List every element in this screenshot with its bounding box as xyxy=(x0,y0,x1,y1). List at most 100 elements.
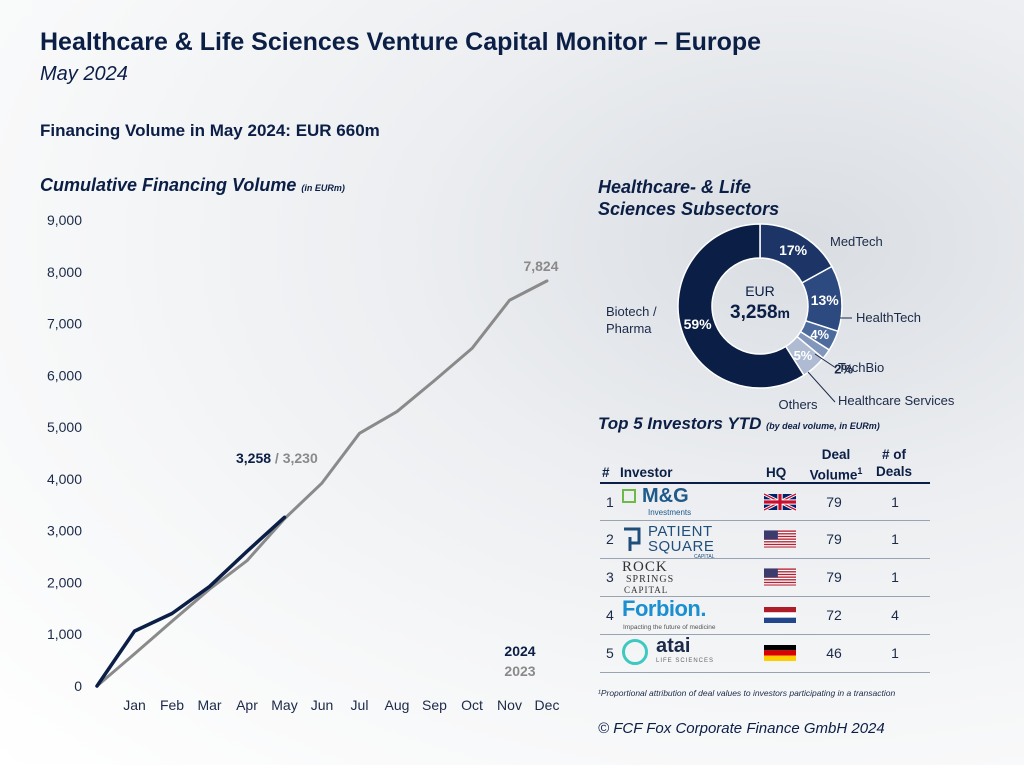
donut-category-label: TechBio xyxy=(838,360,884,375)
x-tick-label: Nov xyxy=(497,697,522,713)
col-header-rank: # xyxy=(602,465,610,480)
germany-flag-icon xyxy=(764,645,796,661)
mg-investments-logo: M&G Investments xyxy=(622,485,742,519)
cumulative-line-chart: 0 1,000 2,000 3,000 4,000 5,000 6,000 7,000 8,00… xyxy=(47,212,560,713)
x-tick-label: Sep xyxy=(422,697,447,713)
deal-count: 1 xyxy=(891,645,899,661)
subsector-donut-chart: 17% 13% 4% 2% 5% 59% MedTech HealthTech TechBio H… xyxy=(606,223,955,412)
uk-flag-icon xyxy=(764,492,796,512)
may-2024-label: 3,258 xyxy=(236,450,271,466)
may-separator: / xyxy=(271,450,283,466)
deal-count: 4 xyxy=(891,607,899,623)
table-row: 3 ROCK SPRINGS CAPITAL 79 1 xyxy=(600,558,930,597)
svg-text:3,258m: 3,258m xyxy=(730,302,790,323)
table-bottom-rule xyxy=(600,672,930,673)
x-tick-label: Jul xyxy=(351,697,369,713)
deal-count: 1 xyxy=(891,531,899,547)
y-tick-label: 1,000 xyxy=(47,626,82,642)
y-tick-label: 9,000 xyxy=(47,212,82,228)
donut-pct-label: 2% xyxy=(834,361,853,376)
donut-pct-label: 13% xyxy=(811,292,840,308)
subsector-chart-heading: Healthcare- & Life Sciences Subsectors xyxy=(598,176,779,220)
table-row: 4 Forbion. Impacting the future of medic… xyxy=(600,596,930,635)
x-tick-label: Oct xyxy=(461,697,483,713)
us-flag-icon xyxy=(764,568,796,586)
investor-subname: LIFE SCIENCES xyxy=(656,658,715,664)
top-investors-heading: Top 5 Investors YTD (by deal volume, in … xyxy=(598,414,880,434)
x-tick-label: Jan xyxy=(123,697,146,713)
legend-2023: 2023 xyxy=(504,663,535,679)
deal-volume: 46 xyxy=(826,645,842,661)
donut-category-label: Healthcare Services xyxy=(838,393,955,408)
donut-center-value: 3,258 xyxy=(730,302,778,323)
investor-name-line2: SPRINGS xyxy=(626,574,675,585)
footnote: ¹Proportional attribution of deal values… xyxy=(598,688,896,698)
row-rank: 3 xyxy=(606,569,614,585)
investor-name: M&G xyxy=(642,485,689,507)
investor-subname: CAPITAL xyxy=(624,585,669,595)
x-tick-label: Aug xyxy=(385,697,410,713)
top-investors-subtitle: (by deal volume, in EURm) xyxy=(766,421,880,431)
y-tick-label: 8,000 xyxy=(47,264,82,280)
donut-category-label: HealthTech xyxy=(856,310,921,325)
patient-square-logo: PATIENT SQUARE CAPITAL xyxy=(622,523,742,560)
donut-leader-line xyxy=(807,371,836,403)
patient-square-mark-icon xyxy=(624,527,641,551)
y-tick-label: 4,000 xyxy=(47,471,82,487)
investor-name: atai xyxy=(656,635,691,657)
donut-center-currency: EUR xyxy=(745,283,775,299)
table-row: 2 PATIENT SQUARE CAPITAL 79 1 xyxy=(600,520,930,560)
donut-pct-label: 17% xyxy=(779,242,808,258)
atai-logo: atai LIFE SCIENCES xyxy=(622,635,742,670)
may-annotation: 3,258 / 3,230 xyxy=(236,450,318,466)
deal-count: 1 xyxy=(891,569,899,585)
rock-springs-logo: ROCK SPRINGS CAPITAL xyxy=(622,559,742,595)
col-header-volume: Deal Volume1 xyxy=(804,446,868,484)
col-header-volume-line1: Deal xyxy=(821,447,851,462)
x-tick-label: Apr xyxy=(236,697,258,713)
page-title: Healthcare & Life Sciences Venture Capit… xyxy=(40,28,762,56)
deal-volume: 79 xyxy=(826,569,842,585)
mg-square-icon xyxy=(622,489,636,503)
y-tick-label: 6,000 xyxy=(47,367,82,383)
cumulative-chart-unit: (in EURm) xyxy=(301,183,345,193)
donut-leader-line xyxy=(814,353,837,369)
page-subtitle: May 2024 xyxy=(40,63,128,85)
col-header-deals: # of Deals xyxy=(872,446,916,480)
row-rank: 2 xyxy=(606,531,614,547)
x-tick-label: May xyxy=(271,697,297,713)
x-tick-label: Jun xyxy=(311,697,334,713)
deal-count: 1 xyxy=(891,494,899,510)
y-tick-label: 0 xyxy=(74,678,82,694)
y-tick-label: 7,000 xyxy=(47,316,82,332)
col-header-investor: Investor xyxy=(620,465,673,480)
y-tick-label: 5,000 xyxy=(47,419,82,435)
deal-volume: 79 xyxy=(826,531,842,547)
deal-volume: 72 xyxy=(826,607,842,623)
donut-slice-biotech-pharma xyxy=(677,223,805,389)
donut-pct-label: 5% xyxy=(794,348,813,363)
may-2023-label: 3,230 xyxy=(283,450,318,466)
x-tick-label: Mar xyxy=(197,697,221,713)
col-header-deals-line1: # of xyxy=(881,447,906,462)
col-header-volume-sup: 1 xyxy=(857,466,863,476)
subsector-heading-line1: Healthcare- & Life xyxy=(598,177,752,197)
donut-pct-label: 4% xyxy=(810,327,829,342)
table-row: 1 M&G Investments 79 1 xyxy=(600,482,930,522)
x-tick-label: Dec xyxy=(535,697,560,713)
y-tick-label: 3,000 xyxy=(47,523,82,539)
forbion-logo: Forbion. Impacting the future of medicin… xyxy=(622,596,742,632)
investor-subname: Investments xyxy=(648,508,692,517)
copyright: © FCF Fox Corporate Finance GmbH 2024 xyxy=(598,720,885,737)
donut-category-label: MedTech xyxy=(830,234,883,249)
legend-2024: 2024 xyxy=(504,643,535,659)
col-header-volume-line2: Volume xyxy=(809,467,858,483)
x-tick-label: Feb xyxy=(160,697,184,713)
investor-name: PATIENT xyxy=(648,523,713,540)
donut-category-label-line2: Pharma xyxy=(606,321,652,336)
row-rank: 1 xyxy=(606,494,614,510)
top-investors-title: Top 5 Investors YTD xyxy=(598,414,762,433)
cumulative-chart-heading: Cumulative Financing Volume (in EURm) xyxy=(40,175,345,196)
deal-volume: 79 xyxy=(826,494,842,510)
row-rank: 4 xyxy=(606,607,614,623)
